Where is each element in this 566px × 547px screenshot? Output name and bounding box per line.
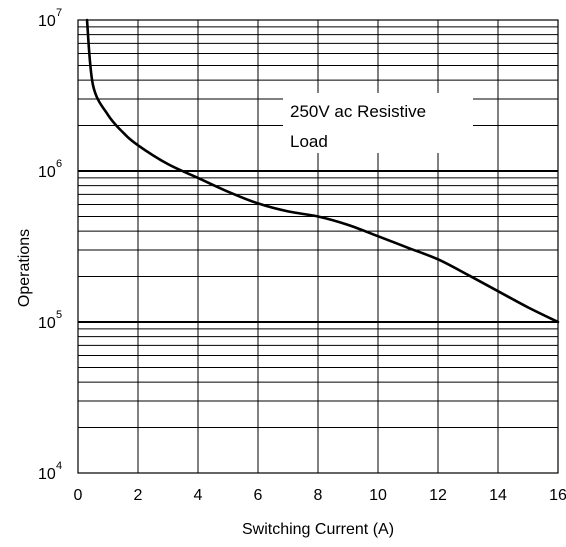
y-tick-exponent: 6 (56, 158, 62, 170)
x-tick-label: 4 (194, 487, 203, 504)
grid (78, 20, 558, 473)
x-tick-label: 16 (549, 487, 566, 504)
annotation-line-1: 250V ac Resistive (290, 102, 426, 121)
y-tick-exponent: 5 (56, 309, 62, 321)
y-tick-label: 10 7 (38, 7, 62, 30)
y-tick-base: 10 (38, 164, 56, 181)
series-line (85, 18, 560, 324)
y-tick-exponent: 4 (56, 460, 62, 472)
annotation-background (283, 93, 473, 153)
x-tick-label: 12 (429, 487, 447, 504)
y-tick-label: 10 4 (38, 460, 62, 483)
y-axis-label: Operations (16, 229, 33, 307)
plot-frame (77, 19, 559, 474)
y-tick-base: 10 (38, 315, 56, 332)
x-tick-label: 2 (134, 487, 143, 504)
x-tick-labels: 0 2 4 6 8 10 12 14 16 (74, 487, 566, 504)
x-tick-label: 10 (369, 487, 387, 504)
y-tick-label: 10 5 (38, 309, 62, 332)
y-tick-base: 10 (38, 13, 56, 30)
x-tick-label: 0 (74, 487, 83, 504)
y-tick-label: 10 6 (38, 158, 62, 181)
x-tick-label: 6 (254, 487, 263, 504)
annotation-line-2: Load (290, 132, 328, 151)
y-tick-base: 10 (38, 466, 56, 483)
y-tick-exponent: 7 (56, 7, 62, 19)
x-tick-label: 14 (489, 487, 507, 504)
x-tick-label: 8 (314, 487, 323, 504)
x-axis-label: Switching Current (A) (242, 521, 394, 538)
